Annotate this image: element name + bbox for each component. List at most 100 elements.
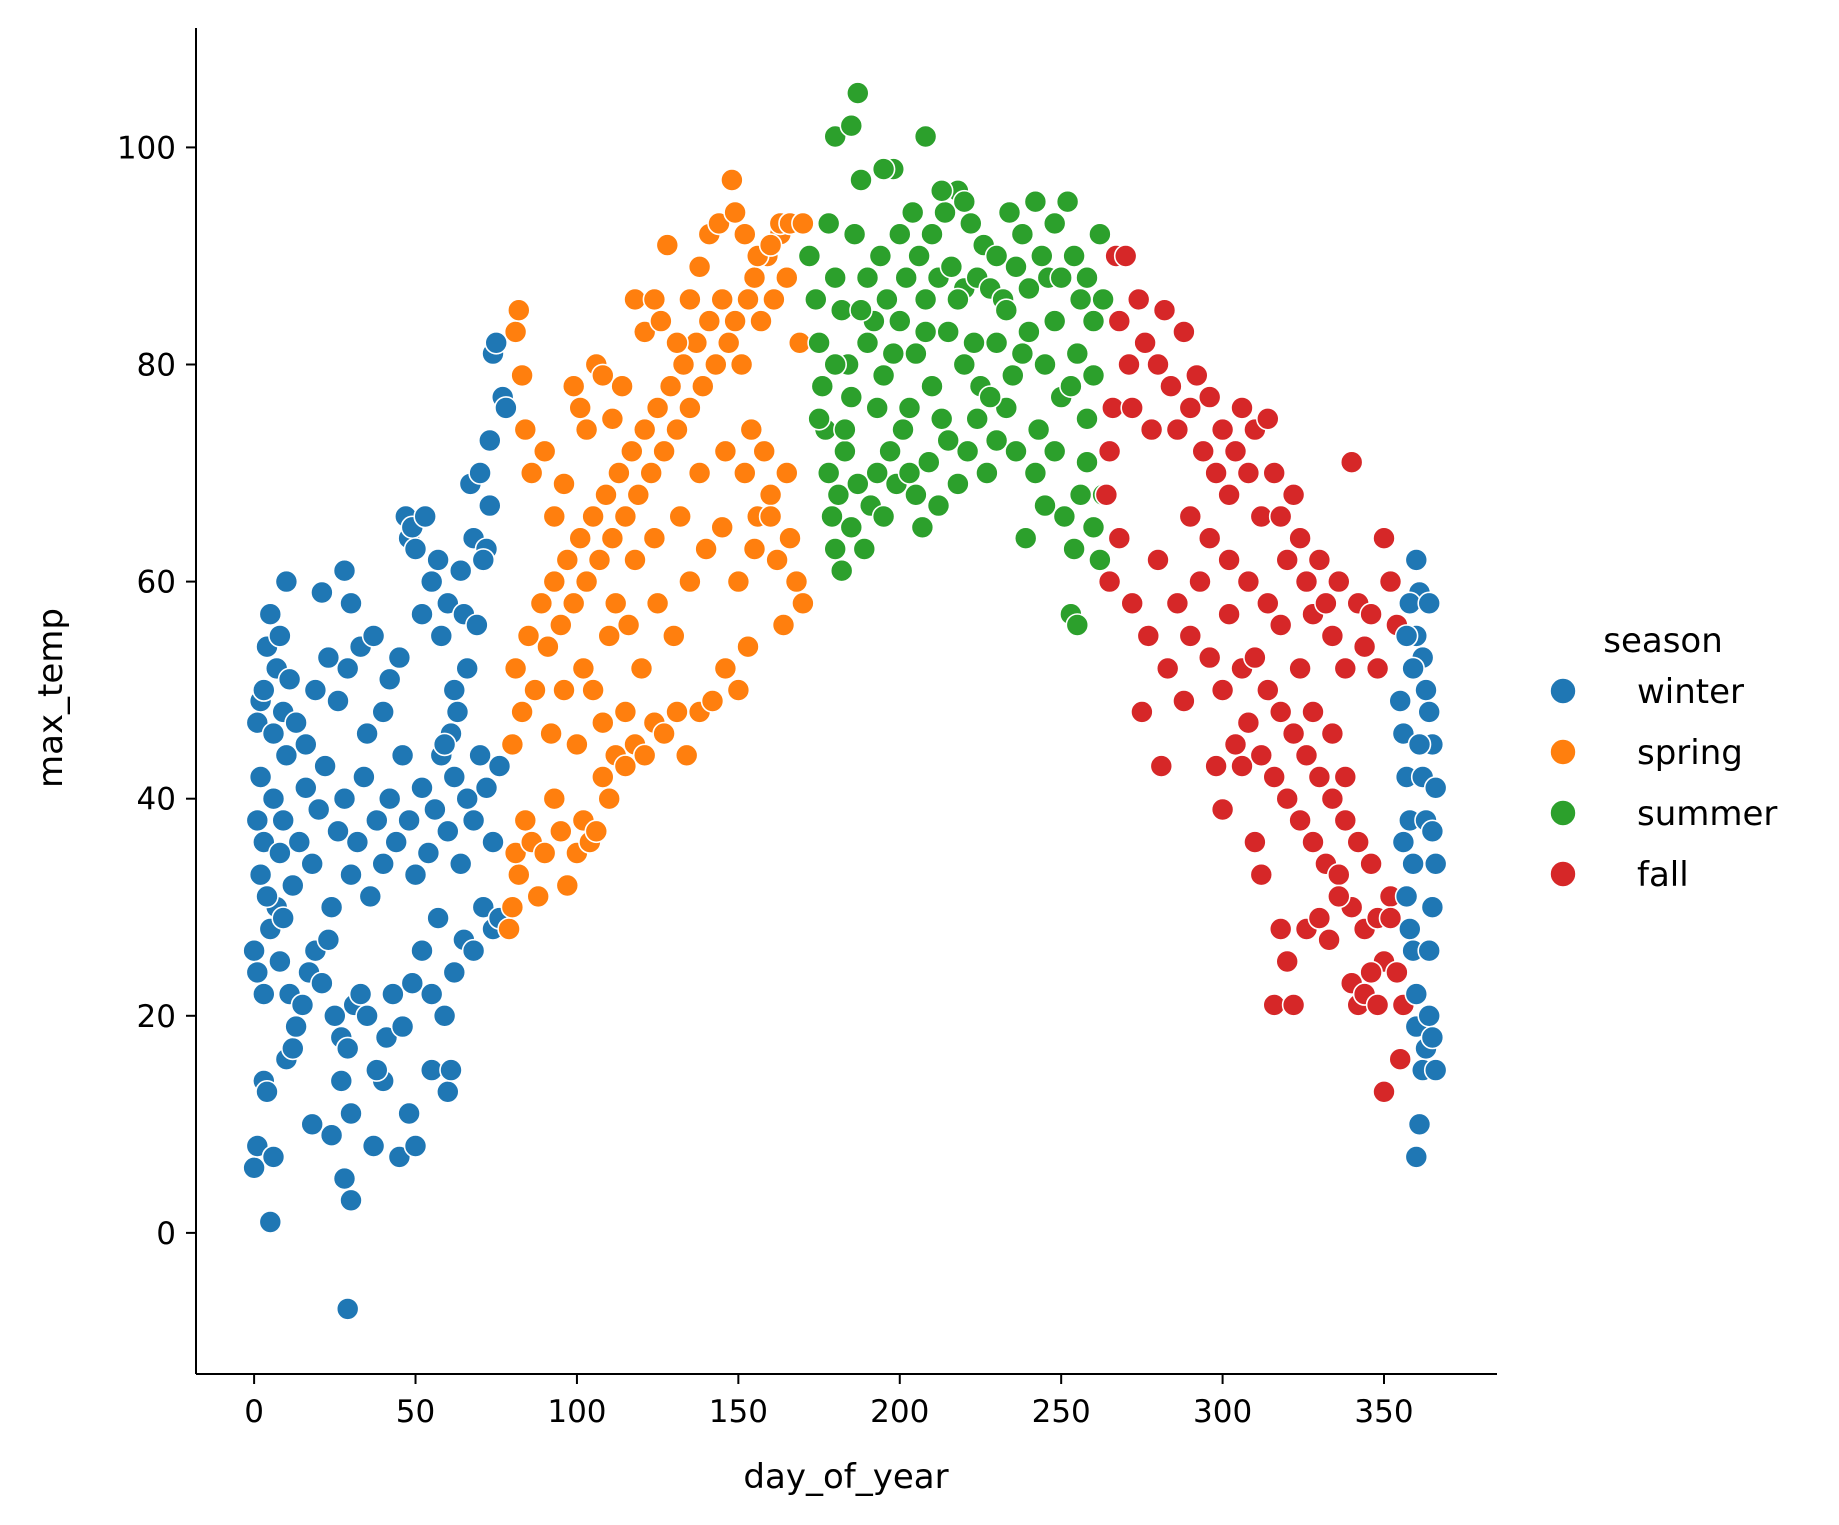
point-winter-4-31 [1401, 656, 1425, 681]
point-spring-1-6 [526, 884, 551, 909]
point-spring-1-128 [710, 515, 735, 540]
point-winter-0-38 [322, 1003, 347, 1028]
point-winter-0-85 [397, 808, 421, 833]
point-summer-2-27 [955, 439, 980, 464]
point-spring-1-36 [536, 634, 560, 659]
point-winter-0-112 [293, 732, 318, 757]
axes [195, 28, 1497, 1375]
point-spring-1-52 [639, 461, 664, 485]
point-winter-0-113 [303, 678, 328, 702]
point-spring-1-71 [762, 287, 786, 312]
point-fall-3-20 [1204, 461, 1228, 485]
point-fall-3-85 [1359, 851, 1383, 876]
point-spring-1-107 [678, 287, 702, 312]
point-fall-3-5 [1113, 244, 1138, 268]
point-spring-1-65 [723, 309, 747, 333]
point-summer-2-83 [1055, 189, 1080, 214]
point-spring-1-38 [548, 613, 573, 637]
point-winter-0-137 [448, 558, 473, 583]
point-winter-0-52 [432, 1003, 457, 1028]
point-spring-1-95 [568, 396, 593, 420]
point-fall-3-115 [1288, 656, 1312, 681]
point-spring-1-8 [542, 786, 567, 811]
point-winter-0-71 [306, 797, 331, 822]
point-summer-2-32 [1004, 439, 1028, 464]
point-spring-1-79 [771, 613, 796, 637]
point-spring-1-35 [529, 591, 554, 616]
point-fall-3-50 [1107, 526, 1132, 551]
point-summer-2-95 [929, 179, 954, 203]
point-summer-2-17 [878, 439, 902, 464]
point-summer-2-119 [897, 396, 922, 420]
point-spring-1-118 [791, 211, 815, 236]
point-summer-2-64 [933, 200, 957, 225]
point-fall-3-111 [1378, 906, 1403, 930]
point-spring-1-91 [532, 439, 557, 464]
point-summer-2-23 [916, 450, 941, 475]
point-summer-2-116 [849, 298, 873, 323]
point-fall-3-16 [1178, 396, 1203, 420]
point-winter-0-125 [387, 645, 412, 670]
point-winter-0-69 [293, 775, 318, 800]
point-winter-0-42 [348, 982, 373, 1006]
point-spring-1-76 [791, 591, 815, 616]
point-summer-2-120 [913, 320, 938, 344]
point-spring-1-81 [758, 482, 783, 507]
point-winter-0-24 [245, 960, 270, 985]
point-summer-2-35 [1033, 493, 1057, 518]
y-tick-label-20: 20 [137, 999, 176, 1035]
point-winter-0-2 [258, 1210, 283, 1234]
point-spring-1-3 [503, 841, 528, 865]
point-spring-1-67 [736, 287, 760, 312]
point-fall-3-110 [1388, 1047, 1412, 1071]
point-winter-0-81 [371, 851, 396, 876]
point-spring-1-112 [723, 200, 747, 225]
point-spring-1-61 [697, 309, 722, 333]
point-fall-3-80 [1327, 862, 1351, 887]
point-winter-0-72 [313, 754, 337, 778]
point-spring-1-139 [539, 721, 563, 746]
point-spring-1-89 [513, 417, 538, 442]
point-winter-0-12 [339, 1188, 363, 1213]
point-spring-1-68 [742, 265, 767, 290]
point-winter-0-11 [332, 1166, 357, 1191]
point-spring-1-37 [542, 569, 567, 594]
point-spring-1-22 [652, 721, 676, 746]
point-summer-2-94 [913, 124, 938, 149]
point-spring-1-93 [552, 472, 576, 496]
point-winter-0-64 [268, 841, 292, 865]
point-summer-2-109 [1000, 363, 1025, 388]
point-winter-0-70 [300, 851, 325, 876]
point-winter-0-123 [371, 700, 396, 724]
point-fall-3-67 [1243, 645, 1267, 670]
point-winter-0-1 [245, 1134, 270, 1158]
point-winter-0-96 [468, 743, 492, 768]
point-spring-1-82 [752, 439, 777, 464]
point-summer-2-37 [1052, 504, 1077, 529]
point-spring-1-121 [597, 624, 622, 648]
point-winter-0-116 [326, 689, 350, 713]
point-winter-0-61 [251, 830, 276, 854]
point-spring-1-127 [694, 537, 718, 561]
point-summer-2-40 [1062, 537, 1086, 561]
point-summer-2-96 [952, 189, 977, 214]
point-spring-1-129 [726, 569, 751, 594]
point-winter-0-22 [439, 1058, 463, 1082]
point-fall-3-21 [1210, 417, 1235, 442]
point-winter-0-59 [245, 808, 270, 833]
point-spring-1-105 [655, 233, 680, 257]
point-fall-3-53 [1136, 624, 1161, 648]
point-spring-1-135 [642, 526, 667, 551]
point-fall-3-107 [1359, 960, 1383, 985]
point-fall-3-4 [1107, 309, 1132, 333]
point-summer-2-129 [1059, 374, 1083, 399]
point-summer-2-127 [1026, 417, 1051, 442]
point-spring-1-111 [720, 168, 744, 192]
point-winter-4-25 [1417, 938, 1441, 963]
point-winter-0-147 [494, 396, 518, 420]
point-fall-3-52 [1130, 700, 1154, 724]
point-fall-3-73 [1281, 721, 1306, 746]
point-fall-3-22 [1217, 482, 1241, 507]
point-winter-4-9 [1414, 678, 1438, 702]
point-summer-2-85 [1068, 287, 1093, 312]
